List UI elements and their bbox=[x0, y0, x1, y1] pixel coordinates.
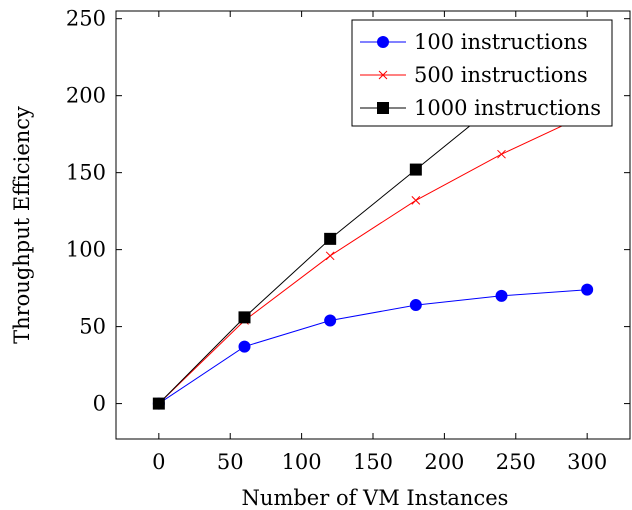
data-point bbox=[409, 163, 422, 176]
axis-tick-labels: 0 50 100 150 200 250 300 0 50 100 150 200 250 bbox=[66, 7, 607, 474]
y-tick-label: 150 bbox=[66, 161, 106, 185]
y-tick-label: 250 bbox=[66, 7, 106, 31]
x-tick-label: 150 bbox=[353, 450, 393, 474]
series-1 bbox=[152, 283, 594, 410]
legend-marker bbox=[378, 70, 388, 80]
data-point bbox=[324, 232, 337, 245]
axis-ticks bbox=[116, 11, 630, 439]
x-tick-label: 0 bbox=[152, 450, 165, 474]
y-tick-label: 100 bbox=[66, 238, 106, 262]
legend-label: 1000 instructions bbox=[414, 96, 601, 120]
y-axis-label: Throughput Efficiency bbox=[10, 106, 34, 344]
data-point bbox=[581, 283, 594, 296]
x-tick-label: 200 bbox=[424, 450, 464, 474]
data-point bbox=[411, 196, 421, 205]
legend-entry: 1000 instructions bbox=[360, 96, 601, 120]
data-point bbox=[325, 251, 335, 261]
legend: 100 instructions 500 instructions 1000 ins… bbox=[351, 19, 613, 127]
y-tick-label: 50 bbox=[79, 315, 106, 339]
legend-entry: 500 instructions bbox=[360, 63, 588, 87]
legend-marker bbox=[377, 102, 389, 114]
series-3 bbox=[152, 94, 508, 410]
legend-label: 100 instructions bbox=[414, 30, 588, 54]
series-line bbox=[158, 99, 502, 404]
data-point bbox=[497, 149, 506, 159]
x-axis-label: Number of VM Instances bbox=[242, 486, 509, 510]
series-layer bbox=[152, 94, 594, 410]
y-tick-label: 200 bbox=[66, 84, 106, 108]
data-point bbox=[495, 289, 508, 302]
series-line bbox=[158, 113, 588, 404]
y-tick-label: 0 bbox=[93, 392, 106, 416]
data-point bbox=[324, 314, 337, 327]
x-tick-label: 300 bbox=[567, 450, 607, 474]
x-tick-label: 250 bbox=[496, 450, 536, 474]
data-point bbox=[238, 311, 251, 324]
data-point bbox=[409, 299, 422, 312]
data-point bbox=[238, 340, 251, 353]
legend-label: 500 instructions bbox=[414, 63, 588, 87]
x-tick-label: 50 bbox=[217, 450, 244, 474]
data-point bbox=[152, 397, 165, 410]
legend-entry: 100 instructions bbox=[360, 30, 588, 54]
series-line bbox=[158, 289, 588, 405]
x-tick-label: 100 bbox=[282, 450, 322, 474]
legend-marker bbox=[377, 36, 389, 48]
